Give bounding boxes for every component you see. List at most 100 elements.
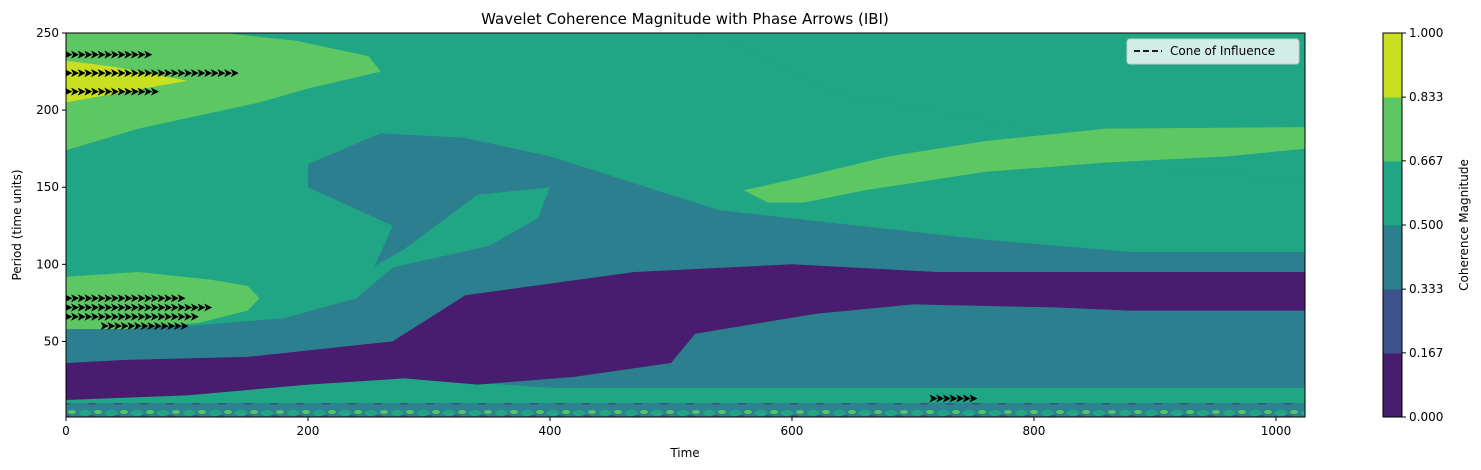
- phase-arrow-4: [197, 303, 206, 312]
- phase-arrow-3: [150, 294, 159, 303]
- x-axis-label: Time: [669, 446, 699, 460]
- phase-arrow-5: [97, 312, 106, 321]
- phase-arrow-7: [956, 394, 965, 403]
- phase-arrow-4: [66, 304, 73, 311]
- phase-arrow-1: [170, 69, 179, 78]
- colorbar-tick-label: 0.500: [1409, 218, 1443, 232]
- phase-arrow-3: [157, 294, 166, 303]
- coherence-region-5: [66, 33, 381, 151]
- phase-arrow-1: [97, 69, 106, 78]
- phase-arrow-5: [130, 312, 139, 321]
- phase-arrow-6: [160, 322, 169, 331]
- y-tick-label: 200: [36, 103, 59, 117]
- y-tick-label: 250: [36, 26, 59, 40]
- phase-arrow-1: [164, 69, 173, 78]
- phase-arrow-2: [144, 87, 153, 96]
- phase-arrow-3: [117, 294, 126, 303]
- colorbar-band-2: [1383, 225, 1402, 290]
- chart-title: Wavelet Coherence Magnitude with Phase A…: [481, 10, 889, 28]
- plot-frame: [65, 32, 1306, 418]
- phase-arrow-1: [137, 69, 146, 78]
- phase-arrow-5: [164, 312, 173, 321]
- phase-arrow-5: [66, 313, 73, 320]
- phase-arrow-4: [97, 303, 106, 312]
- phase-arrow-3: [66, 295, 73, 302]
- phase-arrow-2: [150, 87, 159, 96]
- phase-arrow-4: [104, 303, 113, 312]
- coherence-region-8: [66, 264, 1305, 400]
- colorbar-tick-label: 0.333: [1409, 282, 1443, 296]
- phase-arrow-1: [157, 69, 166, 78]
- phase-arrow-2: [124, 87, 133, 96]
- phase-arrow-4: [164, 303, 173, 312]
- phase-arrow-0: [104, 50, 113, 59]
- phase-arrow-1: [77, 69, 86, 78]
- phase-arrow-1: [210, 69, 219, 78]
- phase-arrow-4: [137, 303, 146, 312]
- phase-arrow-3: [177, 294, 186, 303]
- phase-arrow-2: [77, 87, 86, 96]
- phase-arrow-2: [97, 87, 106, 96]
- phase-arrow-5: [144, 312, 153, 321]
- phase-arrow-4: [77, 303, 86, 312]
- phase-arrow-6: [153, 322, 162, 331]
- phase-arrow-4: [157, 303, 166, 312]
- phase-arrow-6: [173, 322, 182, 331]
- phase-arrow-7: [969, 394, 978, 403]
- phase-arrow-6: [180, 322, 189, 331]
- phase-arrow-1: [184, 69, 193, 78]
- phase-arrow-6: [120, 322, 129, 331]
- phase-arrow-4: [190, 303, 199, 312]
- phase-arrow-3: [104, 294, 113, 303]
- x-tick-label: 1000: [1261, 424, 1292, 438]
- x-tick-label: 0: [62, 424, 70, 438]
- phase-arrow-2: [71, 87, 80, 96]
- phase-arrow-2: [66, 88, 73, 95]
- phase-arrow-0: [71, 50, 80, 59]
- phase-arrow-2: [117, 87, 126, 96]
- phase-arrow-7: [942, 394, 951, 403]
- phase-arrow-6: [140, 322, 149, 331]
- phase-arrow-4: [170, 303, 179, 312]
- phase-arrow-5: [184, 312, 193, 321]
- phase-arrow-5: [71, 312, 80, 321]
- phase-arrow-1: [177, 69, 186, 78]
- phase-arrow-4: [124, 303, 133, 312]
- phase-arrow-1: [124, 69, 133, 78]
- colorbar-band-3: [1383, 161, 1402, 226]
- plot-area: [66, 33, 1305, 417]
- phase-arrow-0: [84, 50, 93, 59]
- colorbar-band-4: [1383, 97, 1402, 162]
- phase-arrow-5: [190, 312, 199, 321]
- phase-arrow-3: [91, 294, 100, 303]
- phase-arrow-4: [150, 303, 159, 312]
- x-axis-ticks: 0 200 400 600 800 1000: [62, 417, 1291, 438]
- phase-arrow-3: [124, 294, 133, 303]
- phase-arrow-0: [77, 50, 86, 59]
- phase-arrow-4: [184, 303, 193, 312]
- phase-arrow-5: [117, 312, 126, 321]
- phase-arrow-2: [84, 87, 93, 96]
- colorbar-band-1: [1383, 289, 1402, 354]
- phase-arrow-2: [111, 87, 120, 96]
- y-tick-label: 100: [36, 257, 59, 271]
- coherence-region-6: [743, 127, 1305, 203]
- phase-arrow-6: [107, 322, 116, 331]
- legend: Cone of Influence: [1126, 38, 1300, 65]
- phase-arrows: [66, 50, 978, 403]
- phase-arrow-0: [124, 50, 133, 59]
- phase-arrow-4: [117, 303, 126, 312]
- phase-arrow-2: [137, 87, 146, 96]
- phase-arrow-5: [91, 312, 100, 321]
- phase-arrow-5: [157, 312, 166, 321]
- phase-arrow-5: [150, 312, 159, 321]
- y-axis-label: Period (time units): [10, 169, 24, 280]
- phase-arrow-4: [84, 303, 93, 312]
- phase-arrow-4: [177, 303, 186, 312]
- colorbar-tick-label: 0.167: [1409, 346, 1443, 360]
- phase-arrow-5: [137, 312, 146, 321]
- phase-arrow-1: [91, 69, 100, 78]
- phase-arrow-1: [84, 69, 93, 78]
- coherence-region-2: [66, 133, 1305, 388]
